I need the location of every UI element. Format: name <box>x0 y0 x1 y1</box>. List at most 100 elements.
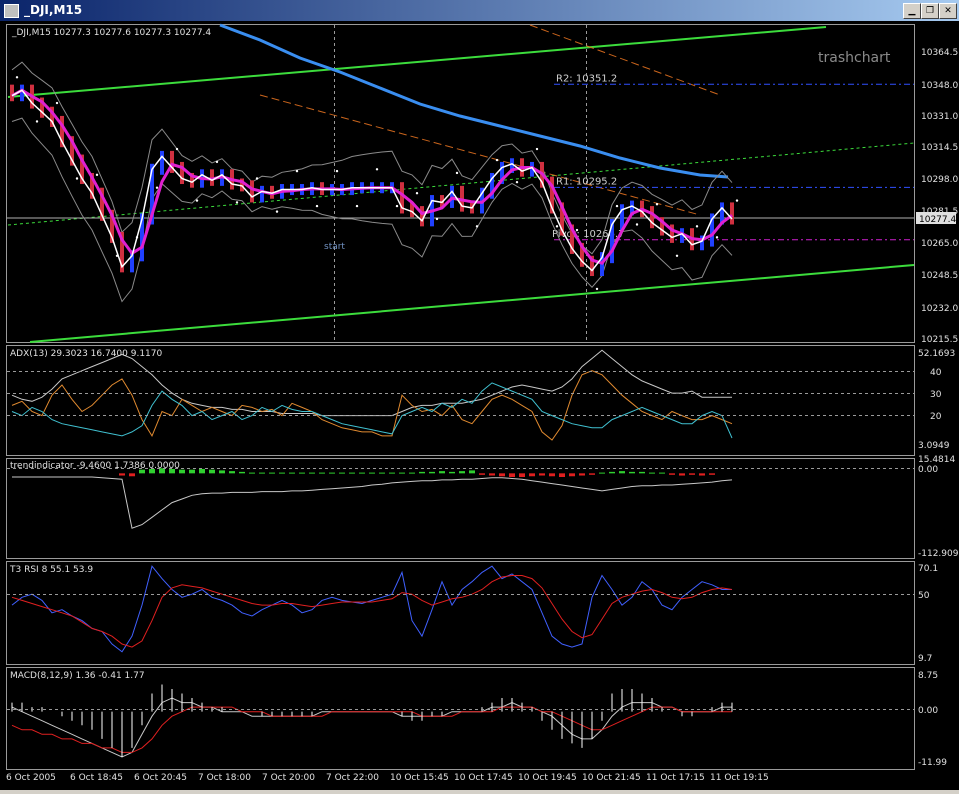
price-tick-label: 10348.0 <box>921 81 958 91</box>
price-tick-label: 10281.5 <box>921 207 958 217</box>
sar-dot <box>195 199 199 202</box>
trend-bar <box>549 473 555 477</box>
trend-bar <box>449 471 455 474</box>
sar-dot <box>255 177 259 180</box>
chart-canvas[interactable]: R2: 10351.2 R1: 10295.2 Pivot: 10266.7 _… <box>0 21 959 790</box>
sar-dot <box>175 147 179 151</box>
trend-bar <box>289 472 295 474</box>
macd-header: MACD(8,12,9) 1.36 -0.41 1.77 <box>10 671 145 681</box>
rsi-line-0 <box>11 565 732 653</box>
trend-bar <box>639 471 645 474</box>
adx-tick-label: 52.1693 <box>918 349 955 359</box>
price-tick-label: 10314.5 <box>921 143 958 153</box>
adx-levels <box>7 371 914 416</box>
trend-bar <box>439 471 445 474</box>
trend-bar <box>419 471 425 474</box>
trend-bar <box>499 473 505 477</box>
trend-bar <box>279 472 285 474</box>
trend-bar <box>459 471 465 474</box>
time-tick-label: 10 Oct 15:45 <box>390 773 449 783</box>
sar-dot <box>575 228 579 232</box>
sar-dot <box>435 217 439 221</box>
trend-panel[interactable] <box>6 458 915 559</box>
trend-bar <box>489 473 495 476</box>
current-price-tag <box>916 212 956 224</box>
sar-dot <box>355 204 359 208</box>
trend-bar <box>159 468 165 474</box>
trend-tick-label: 15.4814 <box>918 455 955 465</box>
sar-dot <box>655 203 659 206</box>
pivot-label: Pivot: 10266.7 <box>552 229 624 240</box>
time-tick-label: 6 Oct 2005 <box>6 773 56 783</box>
adx-axis: 52.1693 40 30 20 3.0949 <box>918 349 955 451</box>
sar-dot <box>415 192 419 195</box>
sar-dot <box>155 186 159 189</box>
trend-bar <box>149 468 155 474</box>
price-tick-label: 10215.5 <box>921 335 958 345</box>
trend-bar <box>409 472 415 474</box>
trend-bar <box>599 472 605 474</box>
rsi-line-1 <box>11 575 733 648</box>
sar-dot <box>55 101 59 105</box>
trend-bar <box>679 473 685 476</box>
macd-axis: 8.75 0.00 -11.99 <box>918 671 947 768</box>
rsi-tick-label: 50 <box>918 591 930 601</box>
minimize-button[interactable]: ▁ <box>903 3 921 19</box>
trend-tick-label: 0.00 <box>918 465 938 475</box>
trend-bar <box>169 468 175 474</box>
trend-bar <box>509 473 515 477</box>
close-button[interactable]: ✕ <box>939 3 957 19</box>
sar-dot <box>715 236 719 239</box>
adx-line-1 <box>11 370 733 441</box>
current-price-label: 10277.4 <box>919 215 956 225</box>
trend-bar <box>399 472 405 474</box>
adx-line-2 <box>11 382 733 439</box>
trend-header: trendindicator -9.4600 1.7386 0.0000 <box>10 461 180 471</box>
trend-bar <box>369 472 375 474</box>
time-tick-label: 11 Oct 19:15 <box>710 773 769 783</box>
trend-bar <box>299 472 305 474</box>
trend-axis: 15.4814 0.00 -112.909 <box>918 455 959 559</box>
price-tick-label: 10248.5 <box>921 271 958 281</box>
restore-button[interactable]: ❐ <box>921 3 939 19</box>
trend-bar <box>139 469 145 474</box>
sar-dot <box>15 76 19 79</box>
trend-bar <box>689 473 695 475</box>
price-panel[interactable] <box>6 24 915 343</box>
trend-bar <box>569 473 575 477</box>
rsi-panel[interactable] <box>6 561 915 665</box>
trend-bar <box>519 473 525 477</box>
time-tick-label: 7 Oct 22:00 <box>326 773 379 783</box>
trend-bar <box>579 473 585 476</box>
pivot-r1-label: R1: 10295.2 <box>556 176 617 187</box>
macd-panel[interactable] <box>6 667 915 770</box>
adx-series <box>11 349 733 441</box>
trend-bar <box>589 473 595 475</box>
time-tick-label: 10 Oct 17:45 <box>454 773 513 783</box>
rsi-axis: 70.1 50 9.7 <box>918 564 938 664</box>
trend-bar <box>619 471 625 474</box>
sar-dot <box>535 147 539 151</box>
adx-panel[interactable] <box>6 345 915 456</box>
chart-area[interactable]: R2: 10351.2 R1: 10295.2 Pivot: 10266.7 _… <box>0 21 959 790</box>
sar-dot <box>735 199 739 202</box>
trend-bar <box>469 470 475 474</box>
sar-dot <box>455 171 459 175</box>
time-tick-label: 7 Oct 18:00 <box>198 773 251 783</box>
rsi-tick-label: 70.1 <box>918 564 938 574</box>
trend-bar <box>219 470 225 474</box>
trend-bar <box>609 471 615 474</box>
trend-bar <box>539 473 545 476</box>
time-tick-label: 6 Oct 18:45 <box>70 773 123 783</box>
trend-bar <box>309 472 315 474</box>
sar-dot <box>555 225 559 228</box>
time-tick-label: 7 Oct 20:00 <box>262 773 315 783</box>
sar-dot <box>395 204 399 208</box>
adx-header: ADX(13) 29.3023 16.7400 9.1170 <box>10 349 163 359</box>
sar-dot <box>675 254 679 257</box>
adx-tick-label: 20 <box>930 412 942 422</box>
sar-dot <box>495 158 499 162</box>
trend-bar <box>709 473 715 475</box>
price-tick-label: 10265.0 <box>921 239 958 249</box>
sar-dot <box>595 287 599 291</box>
